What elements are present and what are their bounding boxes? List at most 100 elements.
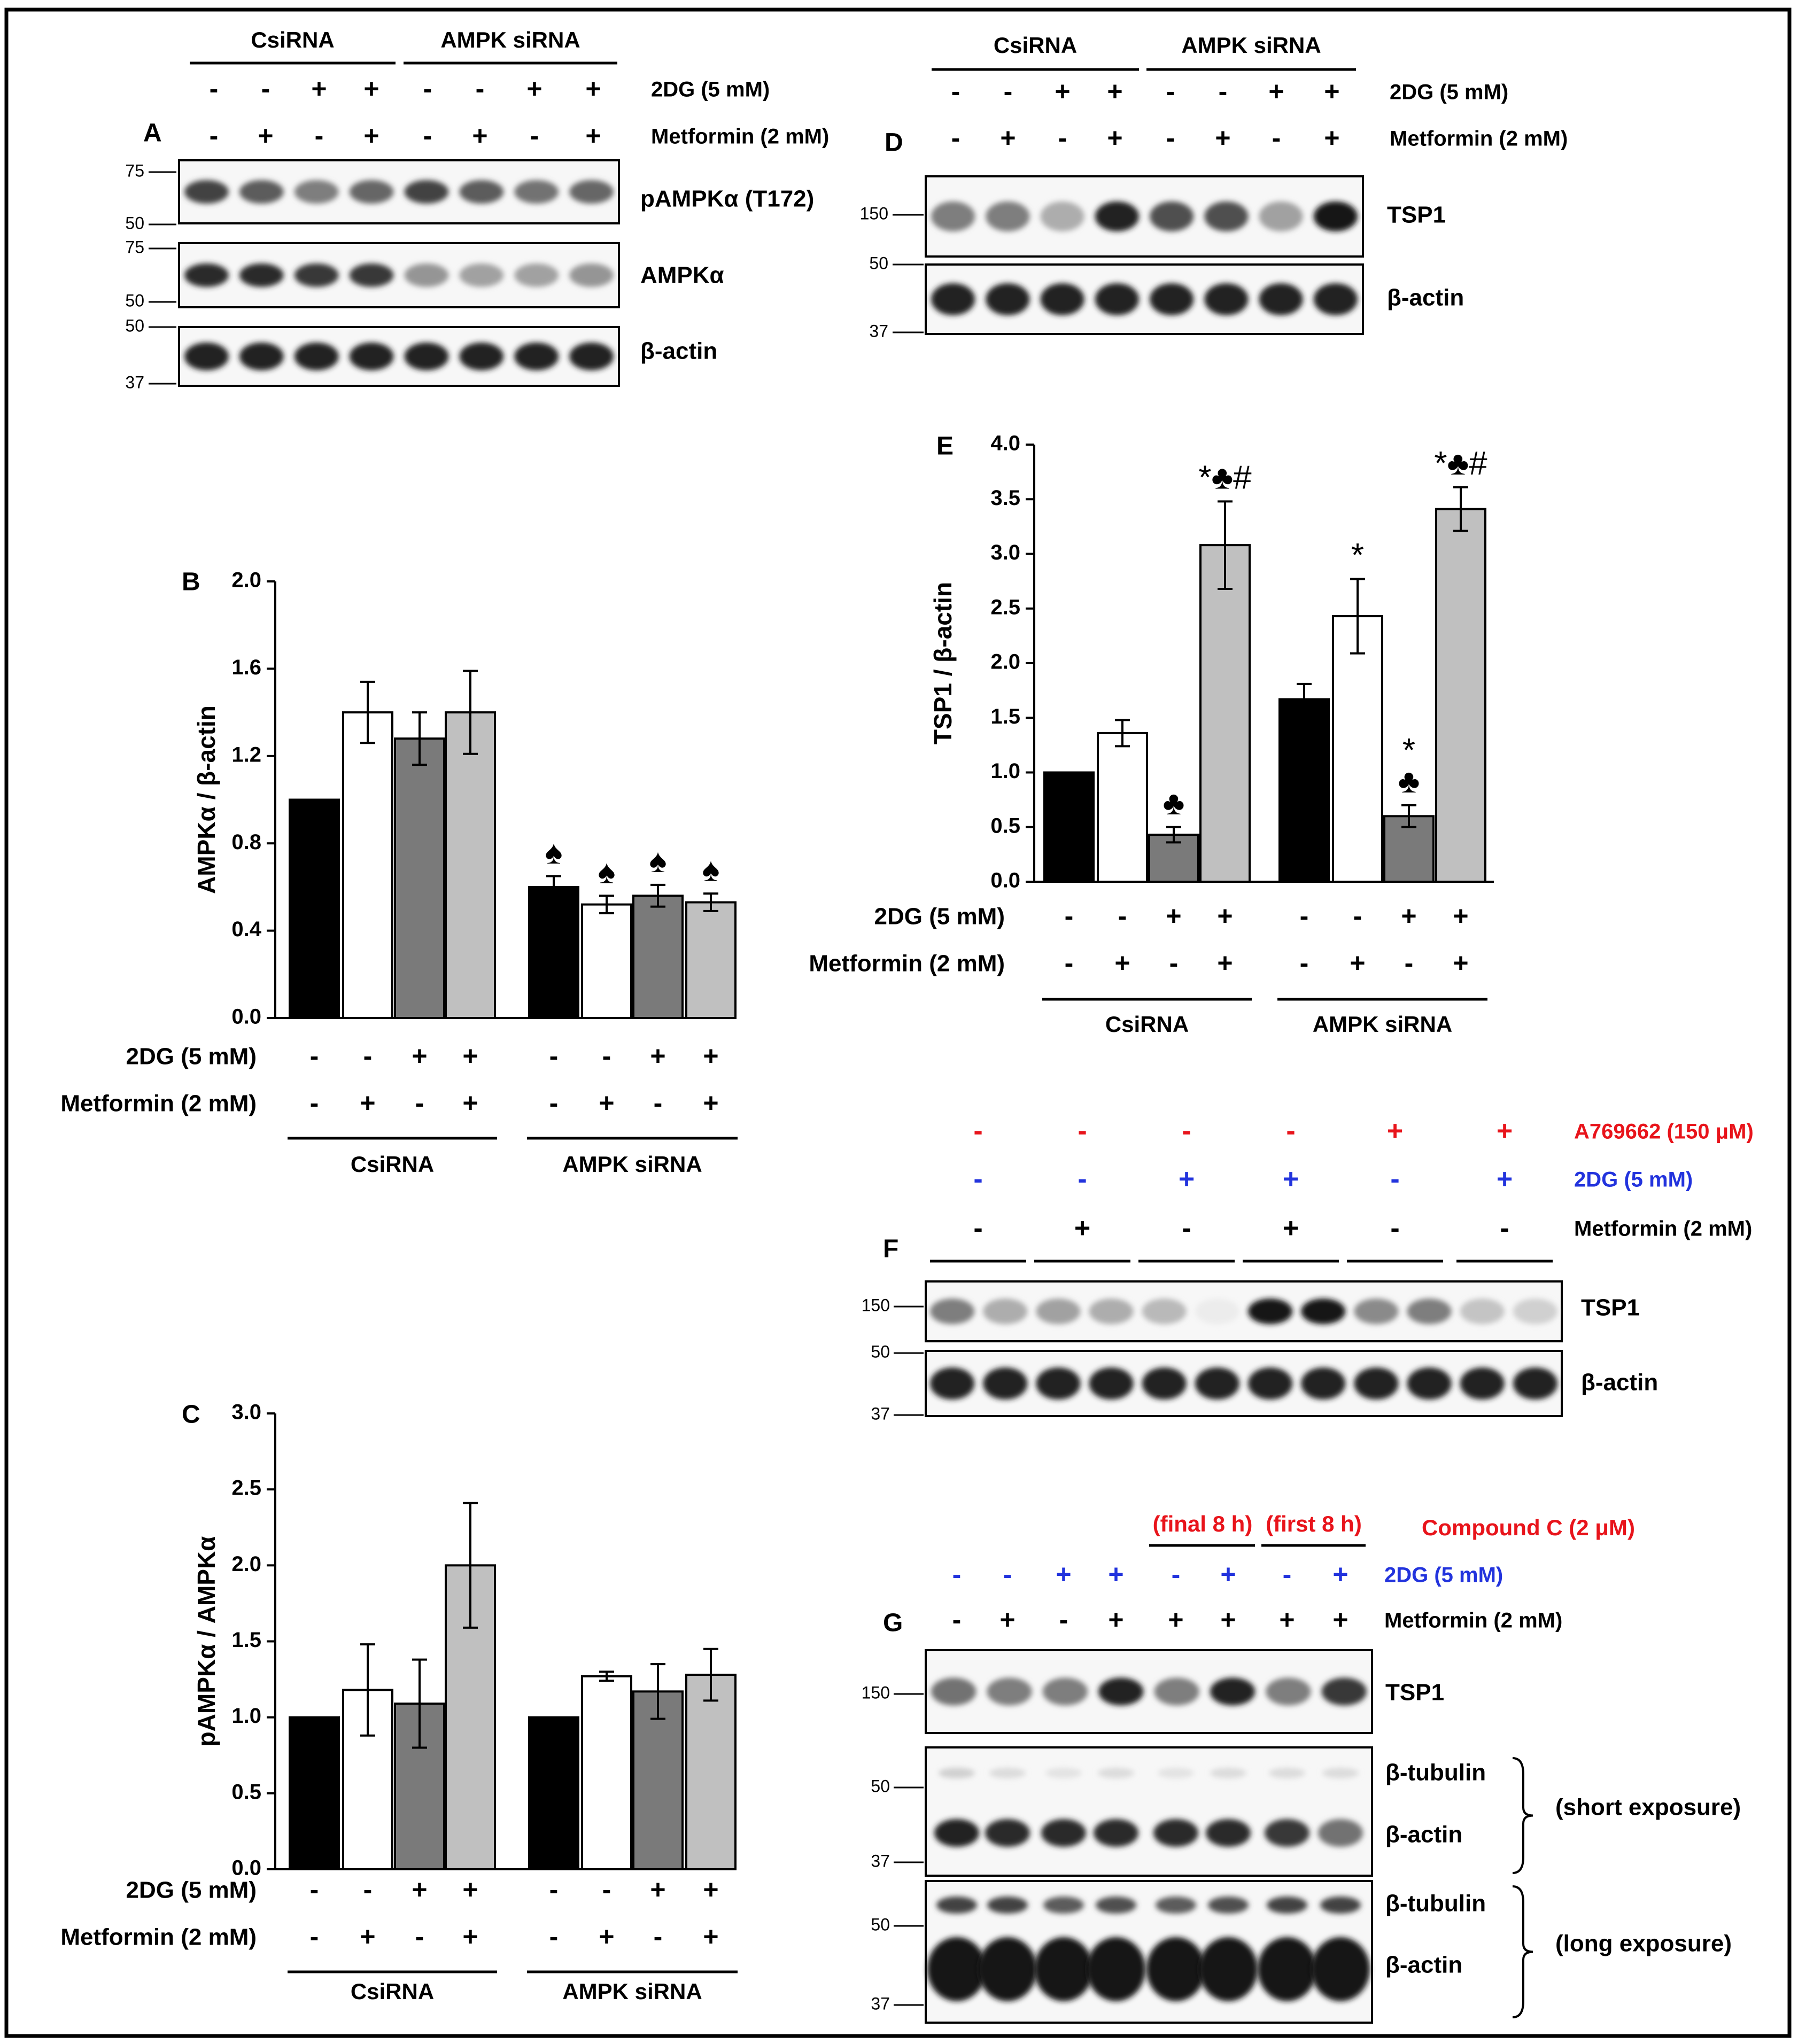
actin-blot-band	[1095, 283, 1139, 315]
significance-marker: ♣	[1398, 763, 1420, 800]
mw-marker: 50	[871, 1776, 890, 1796]
figure-border	[4, 7, 1792, 2038]
treatment-label: Metformin (2 mM)	[60, 1091, 257, 1117]
treatment-sign: -	[654, 1922, 663, 1952]
tubulin-long-band	[936, 1897, 977, 1914]
treatment-sign: -	[951, 76, 960, 106]
treatment-sign: +	[999, 1605, 1015, 1635]
tubulin-long-band	[1043, 1897, 1084, 1914]
treatment-label: 2DG (5 mM)	[1390, 81, 1508, 104]
treatment-sign: +	[1324, 123, 1339, 153]
treatment-sign: -	[973, 1116, 982, 1147]
blot-label: β-tubulin	[1385, 1760, 1486, 1786]
blot-label: β-actin	[1581, 1370, 1658, 1396]
treatment-sign: +	[1279, 1605, 1295, 1635]
group-label: CsiRNA	[251, 27, 334, 52]
treatment-sign: +	[703, 1922, 718, 1952]
bar	[445, 711, 496, 1019]
treatment-sign: -	[602, 1875, 611, 1905]
treatment-sign: +	[1107, 123, 1122, 153]
treatment-label: Metformin (2 mM)	[60, 1924, 257, 1950]
group-label: CsiRNA	[1105, 1012, 1189, 1037]
y-tick-label: 0.0	[990, 869, 1020, 892]
panel-letter: E	[936, 432, 954, 461]
ampk-blot-band	[294, 263, 339, 287]
tubulin-long-band	[1208, 1897, 1249, 1914]
treatment-sign: +	[1220, 1559, 1236, 1589]
tubulin-short-band	[1158, 1768, 1194, 1778]
treatment-sign: -	[1078, 1164, 1087, 1195]
actin-long-band	[978, 1937, 1037, 2001]
panel-g-western-blot: (final 8 h) (first 8 h) Compound C (2 μM) -…	[862, 1511, 1741, 2024]
y-tick-label: 0.4	[231, 918, 261, 941]
treatment-sign: -	[1118, 901, 1127, 931]
mw-marker: 150	[860, 204, 888, 223]
blot-label: TSP1	[1385, 1680, 1444, 1706]
y-tick-label: 1.0	[990, 759, 1020, 783]
treatment-sign: +	[1401, 901, 1416, 931]
significance-marker: ♣	[1163, 785, 1185, 822]
tsp1-blot-band	[1154, 1677, 1199, 1706]
tsp1-blot-band	[983, 1299, 1028, 1324]
tubulin-short-band	[1269, 1768, 1305, 1778]
treatment-sign: +	[1056, 1559, 1071, 1589]
treatment-sign: +	[1108, 1605, 1123, 1635]
tsp1-blot-band	[1460, 1299, 1505, 1324]
treatment-sign: +	[462, 1922, 478, 1952]
panel-letter: A	[143, 119, 162, 147]
bar	[685, 1674, 737, 1870]
actin-blot-band	[294, 343, 339, 370]
mw-marker: 37	[871, 1404, 890, 1423]
panel-f-western-blot: - - - - + + A769662 (150 μM) - - + + - +2DG (5 mM) - +…	[862, 1116, 1754, 1424]
treatment-sign: -	[654, 1088, 663, 1118]
pampk-blot-band	[459, 180, 504, 204]
y-tick-label: 0.8	[231, 830, 261, 854]
tubulin-short-band	[1098, 1768, 1134, 1778]
treatment-sign: -	[363, 1041, 373, 1071]
blot-label: AMPKα	[640, 262, 724, 289]
treatment-sign: -	[1405, 948, 1414, 978]
y-axis-label: TSP1 / β-actin	[929, 582, 957, 744]
treatment-sign: +	[1220, 1605, 1236, 1635]
treatment-sign: -	[415, 1922, 424, 1952]
tubulin-long-band	[987, 1897, 1028, 1914]
treatment-label: 2DG (5 mM)	[1384, 1564, 1503, 1587]
significance-marker: ♠	[702, 852, 720, 889]
mw-marker: 150	[862, 1683, 890, 1702]
treatment-sign: -	[210, 121, 219, 151]
actin-short-band	[985, 1819, 1030, 1847]
actin-long-band	[1146, 1937, 1205, 2001]
significance-marker: *♣#	[1434, 445, 1487, 482]
treatment-sign: +	[585, 121, 601, 151]
ampk-blot-band	[459, 263, 504, 287]
treatment-sign: -	[210, 74, 219, 104]
compound-label: Compound C (2 μM)	[1422, 1515, 1635, 1540]
tubulin-short-band	[1045, 1768, 1082, 1778]
treatment-sign: +	[363, 121, 379, 151]
exposure-label: (long exposure)	[1555, 1931, 1732, 1957]
y-tick-label: 2.0	[231, 569, 261, 592]
actin-long-band	[1258, 1937, 1316, 2001]
bar	[394, 737, 445, 1019]
tubulin-short-band	[939, 1768, 975, 1778]
tsp1-blot-band	[1301, 1299, 1346, 1324]
treatment-sign: +	[1217, 901, 1233, 931]
mw-marker: 50	[125, 316, 144, 335]
treatment-label: Metformin (2 mM)	[1384, 1609, 1562, 1633]
group-label: CsiRNA	[994, 33, 1077, 58]
mw-marker: 50	[869, 253, 888, 273]
significance-marker: ♠	[598, 854, 616, 891]
treatment-sign: +	[363, 74, 379, 104]
treatment-sign: -	[952, 1605, 962, 1635]
bar	[1097, 732, 1148, 883]
actin-long-band	[1087, 1937, 1145, 2001]
actin-blot-band	[404, 343, 449, 370]
significance-marker: *	[1402, 732, 1415, 769]
panel-letter: F	[883, 1235, 898, 1263]
treatment-sign: -	[1272, 123, 1281, 153]
mw-marker: 37	[125, 372, 144, 392]
blot-label: TSP1	[1581, 1295, 1640, 1321]
y-tick-label: 4.0	[990, 432, 1020, 455]
y-tick-label: 1.2	[231, 743, 261, 766]
tsp1-blot-band	[931, 201, 975, 231]
